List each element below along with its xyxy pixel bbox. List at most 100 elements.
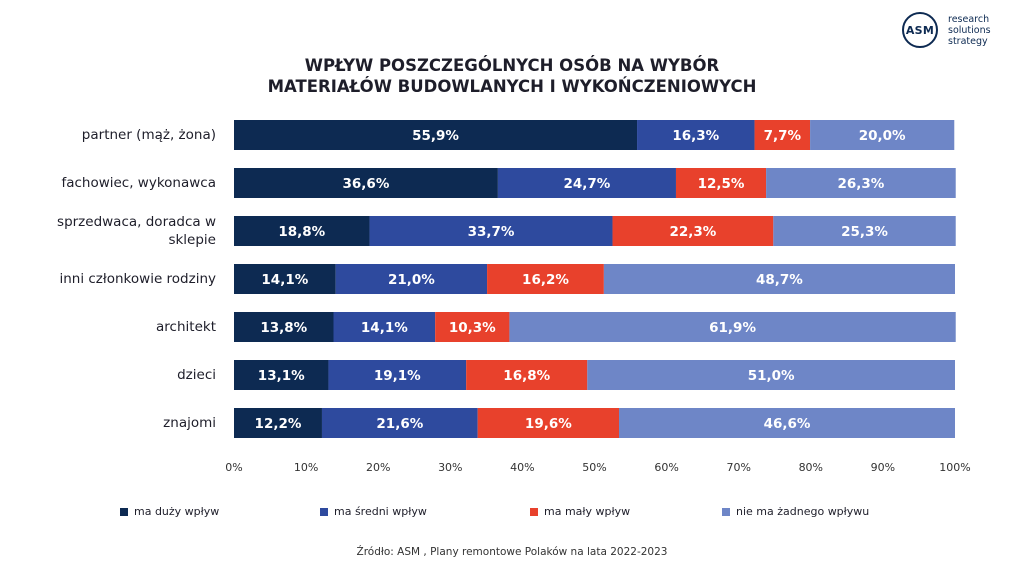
- bar-segment: [234, 216, 370, 246]
- bar-segment: [810, 120, 955, 150]
- asm-logo-text: ASM: [905, 23, 935, 37]
- bar-segment: [675, 168, 767, 198]
- data-label: 13,8%: [260, 320, 307, 336]
- bar-segment: [766, 168, 956, 198]
- category-label: partner (mąż, żona): [82, 127, 216, 143]
- category-label: sprzedwaca, doradca w: [57, 214, 216, 230]
- bar-segment: [509, 312, 956, 342]
- bar-segment: [321, 408, 478, 438]
- data-label: 46,6%: [764, 416, 811, 432]
- chart-legend: ma duży wpływ ma średni wpływ ma mały wpły…: [0, 505, 1024, 525]
- bar-segment: [234, 312, 334, 342]
- data-label: 14,1%: [261, 272, 308, 288]
- legend-label: ma mały wpływ: [544, 505, 631, 518]
- data-label: 33,7%: [468, 224, 515, 240]
- bar-segment: [773, 216, 956, 246]
- legend-swatch: [120, 507, 128, 516]
- x-tick-label: 80%: [799, 461, 823, 474]
- legend-swatch: [530, 507, 538, 516]
- data-label: 21,0%: [388, 272, 435, 288]
- data-label: 51,0%: [748, 368, 795, 384]
- asm-logo-mark: ASM: [902, 12, 938, 48]
- logo-tagline-line: solutions: [948, 25, 991, 36]
- bar-segment: [587, 360, 955, 390]
- category-label: architekt: [156, 319, 216, 335]
- legend-item: nie ma żadnego wpływu: [722, 505, 869, 518]
- bar-segment: [369, 216, 613, 246]
- legend-swatch: [722, 507, 730, 516]
- legend-swatch: [320, 507, 328, 516]
- bar-segment: [619, 408, 955, 438]
- data-label: 12,5%: [698, 176, 745, 192]
- data-label: 12,2%: [255, 416, 302, 432]
- data-label: 61,9%: [709, 320, 756, 336]
- data-label: 25,3%: [841, 224, 888, 240]
- legend-label: nie ma żadnego wpływu: [736, 505, 870, 518]
- x-tick-label: 70%: [726, 461, 750, 474]
- data-label: 19,6%: [525, 416, 572, 432]
- bar-segment: [754, 120, 811, 150]
- data-label: 26,3%: [837, 176, 884, 192]
- data-label: 10,3%: [449, 320, 496, 336]
- bar-segment: [435, 312, 510, 342]
- bar-segment: [612, 216, 774, 246]
- stacked-bar-chart: partner (mąż, żona) 55,9% 16,3% 7,7% 20,0% fa…: [57, 120, 971, 474]
- data-label: 14,1%: [361, 320, 408, 336]
- data-label: 36,6%: [343, 176, 390, 192]
- logo-tagline-line: research: [948, 14, 990, 25]
- bar-segment: [487, 264, 604, 294]
- bar-segment: [637, 120, 755, 150]
- logo-tagline-line: strategy: [948, 36, 988, 47]
- bar-segment: [234, 408, 322, 438]
- legend-item: ma duży wpływ: [120, 505, 219, 518]
- category-label: inni członkowie rodziny: [59, 271, 216, 287]
- bar-segment: [335, 264, 488, 294]
- category-label: znajomi: [163, 415, 216, 431]
- bar-segment: [328, 360, 467, 390]
- category-label: sklepie: [168, 232, 216, 248]
- category-label: dzieci: [177, 367, 216, 383]
- bar-segment: [234, 120, 638, 150]
- data-label: 18,8%: [278, 224, 325, 240]
- legend-item: ma mały wpływ: [530, 505, 630, 518]
- bar-segment: [234, 168, 498, 198]
- category-label: fachowiec, wykonawca: [61, 175, 216, 191]
- data-label: 48,7%: [756, 272, 803, 288]
- legend-item: ma średni wpływ: [320, 505, 427, 518]
- x-tick-label: 90%: [871, 461, 895, 474]
- bar-segment: [497, 168, 676, 198]
- x-tick-label: 40%: [510, 461, 534, 474]
- data-label: 21,6%: [376, 416, 423, 432]
- x-tick-label: 10%: [294, 461, 318, 474]
- data-label: 19,1%: [374, 368, 421, 384]
- bar-segment: [234, 360, 329, 390]
- bar-segment: [477, 408, 620, 438]
- legend-label: ma średni wpływ: [334, 505, 427, 518]
- data-label: 16,8%: [503, 368, 550, 384]
- x-tick-label: 60%: [654, 461, 678, 474]
- data-label: 22,3%: [669, 224, 716, 240]
- asm-logo: ASM research solutions strategy: [902, 12, 1012, 52]
- data-label: 55,9%: [412, 128, 459, 144]
- data-label: 7,7%: [764, 128, 802, 144]
- data-label: 13,1%: [258, 368, 305, 384]
- bar-segment: [603, 264, 955, 294]
- x-tick-label: 50%: [582, 461, 606, 474]
- chart-title-line: MATERIAŁÓW BUDOWLANYCH I WYKOŃCZENIOWYCH: [267, 77, 757, 96]
- logo-tagline: research solutions strategy: [948, 14, 991, 47]
- chart-title: WPŁYW POSZCZEGÓLNYCH OSÓB NA WYBÓR MATER…: [180, 55, 844, 97]
- bar-segment: [234, 264, 336, 294]
- data-label: 24,7%: [564, 176, 611, 192]
- data-label: 16,2%: [522, 272, 569, 288]
- chart-title-line: WPŁYW POSZCZEGÓLNYCH OSÓB NA WYBÓR: [304, 56, 720, 75]
- source-note: Źródło: ASM , Plany remontowe Polaków na…: [356, 546, 668, 558]
- data-label: 20,0%: [859, 128, 906, 144]
- x-tick-label: 30%: [438, 461, 462, 474]
- x-tick-label: 20%: [366, 461, 390, 474]
- x-tick-label: 0%: [225, 461, 242, 474]
- data-label: 16,3%: [672, 128, 719, 144]
- bar-segment: [466, 360, 588, 390]
- legend-label: ma duży wpływ: [134, 505, 220, 518]
- x-tick-label: 100%: [939, 461, 970, 474]
- bar-segment: [333, 312, 436, 342]
